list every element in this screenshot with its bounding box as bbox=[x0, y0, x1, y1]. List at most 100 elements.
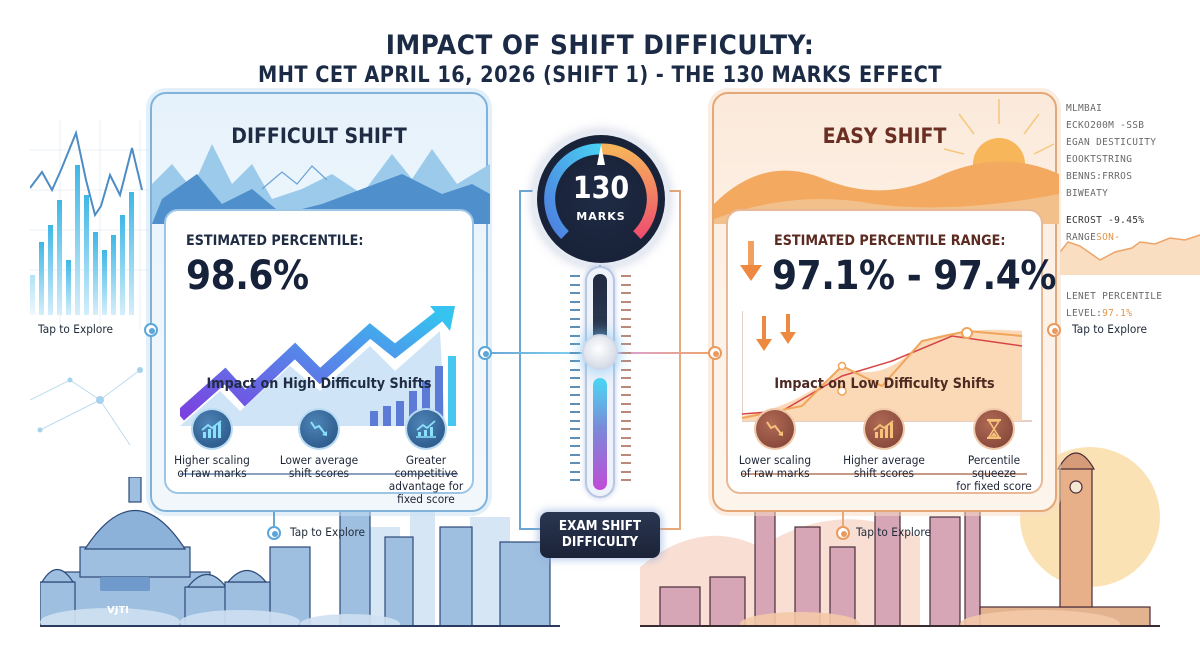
estimate-label: ESTIMATED PERCENTILE RANGE: bbox=[774, 233, 1006, 249]
ground-line-right bbox=[640, 625, 1160, 627]
ticker-line: EOOKTSTRING bbox=[1066, 154, 1133, 165]
exam-shift-difficulty-label: EXAM SHIFT DIFFICULTY bbox=[540, 512, 660, 558]
sunrise-hills-illustration bbox=[714, 99, 1059, 224]
impact-title: Impact on Low Difficulty Shifts bbox=[774, 376, 995, 392]
easy-shift-panel: EASY SHIFT ESTIMATED PERCENTILE RANGE: 9… bbox=[712, 92, 1059, 512]
arrow-down-icon bbox=[740, 241, 762, 281]
left-skyline-vjti bbox=[40, 477, 551, 627]
connector-line bbox=[660, 528, 681, 530]
background-bar-chart bbox=[30, 120, 160, 330]
impact-item: Lower scaling of raw marks bbox=[725, 410, 825, 493]
impact-item: Higher average shift scores bbox=[834, 410, 934, 493]
impact-item: Greater competitive advantage for fixed sc… bbox=[376, 410, 476, 506]
tap-to-explore-right[interactable]: Tap to Explore bbox=[1072, 322, 1147, 336]
tap-to-explore-bottom-left[interactable]: Tap to Explore bbox=[290, 525, 365, 539]
connector-node bbox=[708, 346, 722, 360]
ticker-area-chart bbox=[1060, 234, 1200, 275]
impact-text: Greater competitive bbox=[394, 453, 458, 480]
estimate-label: ESTIMATED PERCENTILE: bbox=[186, 233, 364, 249]
gauge-needle bbox=[597, 145, 605, 165]
bar-chart-up-icon bbox=[865, 410, 904, 448]
bar-chart-up-icon bbox=[192, 410, 231, 448]
tap-node-icon[interactable] bbox=[144, 323, 158, 337]
ticker-stat: ECROST -9.45% bbox=[1066, 215, 1145, 226]
connector-line bbox=[519, 190, 541, 192]
ticker-range-prefix: RANGE bbox=[1066, 232, 1097, 243]
page-subtitle: MHT CET APRIL 16, 2026 (SHIFT 1) - THE 1… bbox=[258, 63, 942, 88]
decline-area-chart bbox=[742, 311, 1032, 422]
divider bbox=[742, 473, 1027, 475]
panel-heading: DIFFICULT SHIFT bbox=[231, 124, 407, 148]
impact-text: shift scores bbox=[288, 466, 350, 480]
impact-text: Higher average bbox=[843, 453, 926, 467]
divider bbox=[180, 473, 458, 475]
marks-gauge: 130 MARKS bbox=[537, 135, 665, 263]
ticker-level: LEVEL:97.1% bbox=[1066, 305, 1162, 322]
ticker-level-label: LENET PERCENTILE bbox=[1066, 291, 1163, 302]
connector-line bbox=[519, 190, 521, 530]
impact-title: Impact on High Difficulty Shifts bbox=[206, 376, 432, 392]
tap-to-explore-bottom-right[interactable]: Tap to Explore bbox=[856, 525, 931, 539]
gauge-unit: MARKS bbox=[576, 210, 626, 223]
impact-text: of raw marks bbox=[177, 466, 247, 480]
tap-node-icon[interactable] bbox=[836, 526, 850, 540]
slider-connector-left bbox=[485, 352, 585, 354]
ticker-range: RANGESON- bbox=[1066, 229, 1162, 246]
ground-line-left bbox=[40, 625, 560, 627]
impact-text: Lower scaling bbox=[738, 453, 811, 467]
ticker-level-prefix: LEVEL: bbox=[1066, 308, 1103, 319]
ticker-line: BIWEATY bbox=[1066, 188, 1109, 199]
difficulty-slider-thumb[interactable] bbox=[582, 334, 618, 370]
connector-line bbox=[273, 512, 275, 526]
impact-item: Percentile squeeze for fixed score bbox=[944, 410, 1044, 493]
difficulty-slider-track[interactable] bbox=[585, 266, 615, 498]
ticker-range-suffix: SON- bbox=[1096, 232, 1121, 243]
impact-text: Percentile squeeze bbox=[968, 453, 1021, 480]
connector-line bbox=[679, 190, 681, 530]
difficult-shift-panel: DIFFICULT SHIFT ESTIMATED PERCENTILE: 98… bbox=[150, 92, 490, 512]
slider-ticks-left bbox=[570, 275, 580, 495]
mountains-illustration bbox=[152, 144, 490, 224]
slider-fill-bottom bbox=[593, 378, 607, 490]
impact-list: Lower scaling of raw marks Higher average… bbox=[714, 410, 1055, 493]
impact-text: for fixed score bbox=[956, 479, 1032, 493]
hourglass-icon bbox=[975, 410, 1014, 448]
side-ticker: MLMBAI ECKO200M -SSB EGAN DESTICUITY EOO… bbox=[1066, 100, 1162, 322]
ticker-line: EGAN DESTICUITY bbox=[1066, 137, 1157, 148]
impact-list: Higher scaling of raw marks Lower average… bbox=[152, 410, 486, 506]
impact-text: Lower average bbox=[279, 453, 359, 467]
estimate-value: 97.1% - 97.4% bbox=[772, 253, 1056, 299]
impact-item: Lower average shift scores bbox=[269, 410, 369, 506]
label-line: DIFFICULTY bbox=[561, 535, 639, 550]
impact-text: advantage for bbox=[389, 479, 464, 493]
ticker-line: MLMBAI bbox=[1066, 103, 1103, 114]
ticker-line: ECKO200M -SSB bbox=[1066, 120, 1145, 131]
connector-line bbox=[660, 190, 681, 192]
growth-chart bbox=[180, 306, 456, 426]
tap-to-explore-left[interactable]: Tap to Explore bbox=[38, 322, 113, 336]
trend-down-icon bbox=[755, 410, 794, 448]
vjti-sign bbox=[100, 577, 150, 591]
impact-text: of raw marks bbox=[740, 466, 810, 480]
gauge-arc bbox=[544, 143, 658, 239]
panel-heading: EASY SHIFT bbox=[822, 124, 947, 148]
ticker-line: BENNS:FRROS bbox=[1066, 171, 1133, 182]
page-title: IMPACT OF SHIFT DIFFICULTY: bbox=[385, 30, 815, 61]
impact-text: Higher scaling bbox=[173, 453, 250, 467]
gauge-value: 130 bbox=[572, 171, 630, 206]
impact-text: fixed score bbox=[397, 492, 456, 506]
trend-down-icon bbox=[299, 410, 338, 448]
connector-line bbox=[842, 512, 844, 526]
chart-growth-icon bbox=[407, 410, 446, 448]
connector-node bbox=[478, 346, 492, 360]
connector-line bbox=[519, 528, 541, 530]
network-graphic bbox=[30, 367, 143, 446]
label-line: EXAM SHIFT bbox=[558, 519, 642, 534]
slider-connector-right bbox=[615, 352, 715, 354]
impact-item: Higher scaling of raw marks bbox=[162, 410, 262, 506]
impact-text: shift scores bbox=[854, 466, 915, 480]
slider-ticks-right bbox=[621, 275, 631, 495]
tap-node-icon[interactable] bbox=[267, 526, 281, 540]
tap-node-icon[interactable] bbox=[1047, 323, 1061, 337]
